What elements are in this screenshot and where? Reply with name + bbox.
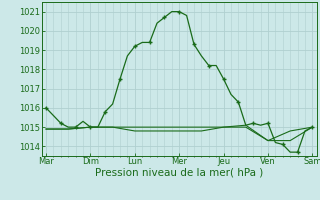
X-axis label: Pression niveau de la mer( hPa ): Pression niveau de la mer( hPa ) [95, 168, 263, 178]
